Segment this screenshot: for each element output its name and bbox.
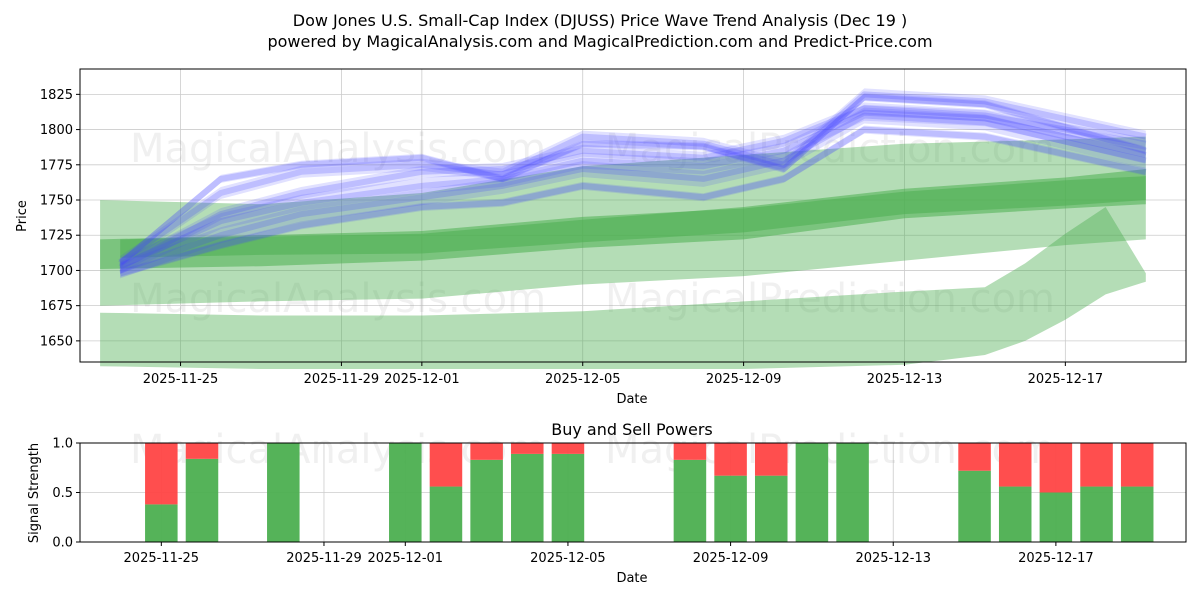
buy-bar [185,458,219,542]
sell-bar [145,443,178,505]
buy-bar [1120,486,1154,542]
price-x-tick-label: 2025-12-09 [706,372,782,387]
price-y-tick-label: 1675 [40,299,73,314]
price-axes-frame [79,68,1187,363]
price-y-tick-label: 1825 [40,88,73,103]
sell-bar [1080,443,1113,487]
buy-bar [754,475,788,542]
buy-bar [714,475,747,542]
blue-wave-line [118,91,1147,265]
buy-bar [551,453,585,542]
sell-bar [958,443,991,471]
signal-x-tick-label: 2025-12-09 [693,551,769,566]
blue-wave-line [118,94,1147,266]
watermark-analysis-top: MagicalAnalysis.com [130,126,546,172]
price-watermarks: MagicalAnalysis.com MagicalPrediction.co… [130,126,1055,322]
signal-chart-title: Buy and Sell Powers [551,420,713,439]
buy-bar [958,470,991,542]
signal-y-tick-label: 1.0 [52,437,73,452]
watermark-analysis-mid: MagicalAnalysis.com [130,276,546,322]
blue-wave-line [119,112,1147,274]
blue-wave-line [118,105,1147,271]
buy-bar [429,486,463,542]
sell-bar [511,443,544,454]
price-y-tick-label: 1775 [40,158,73,173]
price-y-tick-label: 1700 [40,264,73,279]
sell-bar [1039,443,1073,493]
price-y-tick-label: 1725 [40,229,73,244]
price-y-tick-label: 1650 [40,334,73,349]
signal-x-tick-label: 2025-12-05 [530,551,606,566]
buy-bar [389,443,422,542]
signal-bars [145,443,1154,542]
signal-x-tick-label: 2025-11-29 [286,551,362,566]
buy-bar [470,459,503,542]
signal-x-tick-label: 2025-12-01 [368,551,444,566]
chart-title: Dow Jones U.S. Small-Cap Index (DJUSS) P… [293,11,908,30]
buy-bar [795,443,829,542]
chart-subtitle: powered by MagicalAnalysis.com and Magic… [267,32,932,51]
price-y-tick-label: 1750 [40,194,73,209]
green-bands [100,136,1146,369]
price-x-tick-label: 2025-12-17 [1028,372,1104,387]
sell-bar [754,443,788,476]
watermark-prediction-mid: MagicalPrediction.com [605,276,1055,322]
signal-y-label: Signal Strength [27,443,42,543]
sell-bar [429,443,463,487]
price-x-tick-label: 2025-12-05 [545,372,621,387]
signal-chart: Buy and Sell Powers MagicalAnalysis.com … [27,420,1187,586]
price-x-tick-label: 2025-11-25 [143,372,219,387]
buy-bar [1080,486,1113,542]
blue-wave-line [119,126,1147,277]
buy-bar [998,486,1032,542]
green-band-lower-band [100,207,1146,369]
price-x-label: Date [616,392,647,407]
signal-x-ticks: 2025-11-25 2025-11-29 2025-12-01 2025-12-05… [124,542,1094,566]
price-y-ticks: 1650 1675 1700 1725 1750 1775 1800 1825 [40,88,80,349]
price-x-tick-label: 2025-12-01 [384,372,460,387]
price-x-tick-label: 2025-11-29 [304,372,380,387]
signal-y-ticks: 0.0 0.5 1.0 [52,437,80,551]
buy-bar [511,453,544,542]
sell-bar [185,443,219,459]
sell-bar [551,443,585,454]
sell-bar [470,443,503,460]
price-y-tick-label: 1800 [40,123,73,138]
sell-bar [1120,443,1154,487]
signal-y-tick-label: 0.0 [52,536,73,551]
buy-bar [836,443,869,542]
price-y-label: Price [15,200,30,232]
signal-x-tick-label: 2025-12-17 [1018,551,1094,566]
sell-bar [998,443,1032,487]
green-band-thick-trend-2 [120,169,1146,258]
buy-bar [267,443,300,542]
signal-x-tick-label: 2025-12-13 [855,551,931,566]
sell-bar [714,443,747,476]
blue-wave-band [120,102,1146,274]
watermark-prediction-top: MagicalPrediction.com [605,126,1055,172]
price-chart: MagicalAnalysis.com MagicalPrediction.co… [15,68,1187,407]
sell-bar [673,443,707,460]
signal-x-label: Date [616,571,647,586]
price-x-tick-label: 2025-12-13 [867,372,943,387]
price-x-ticks: 2025-11-25 2025-11-29 2025-12-01 2025-12-05… [143,362,1103,387]
blue-waves [118,88,1147,279]
buy-bar [145,504,178,542]
signal-x-tick-label: 2025-11-25 [124,551,200,566]
blue-wave-line [118,109,1147,269]
buy-bar [673,459,707,542]
buy-bar [1039,492,1073,542]
signal-y-tick-label: 0.5 [52,486,73,501]
